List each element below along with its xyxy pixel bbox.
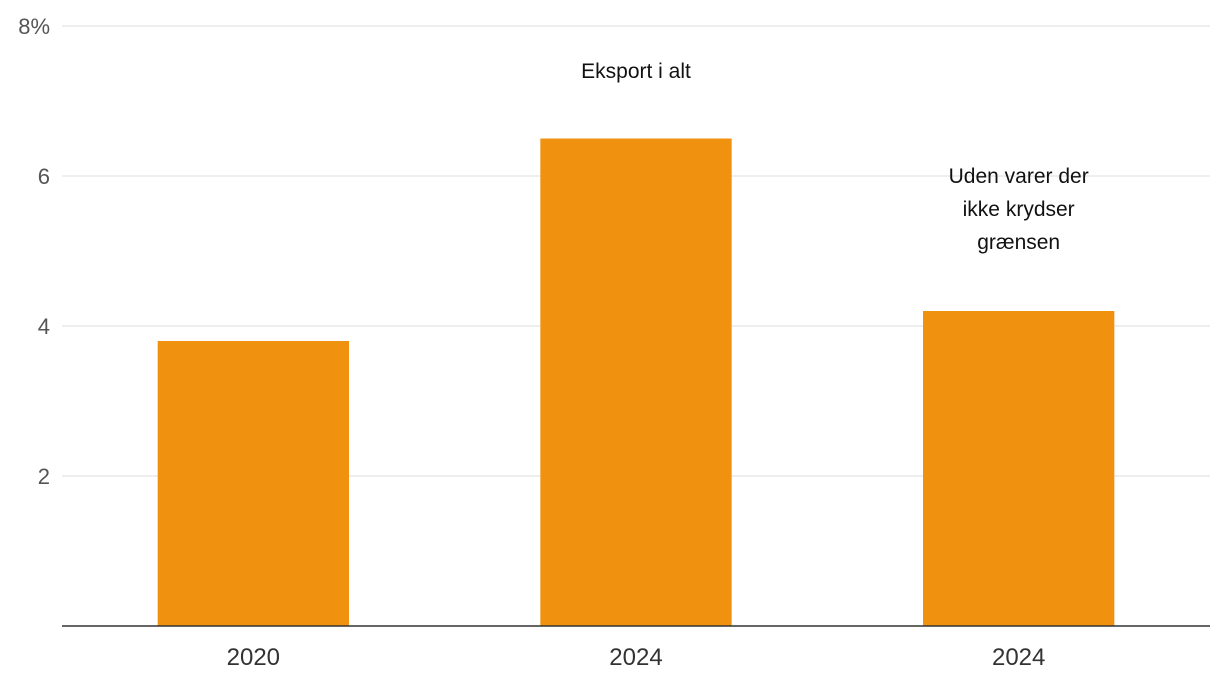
- annotation-text: ikke krydser: [963, 198, 1075, 221]
- x-axis-ticks: 2020 2024 2024: [227, 644, 1046, 671]
- annotations: Eksport i alt Uden varer der ikke krydser g…: [581, 60, 1089, 254]
- bar: [923, 311, 1115, 626]
- y-axis-ticks: 2 4 6 8%: [18, 14, 50, 489]
- y-tick-label: 2: [38, 464, 50, 489]
- bar: [540, 138, 732, 626]
- bars: [157, 138, 1115, 626]
- x-tick-label: 2024: [609, 644, 662, 671]
- annotation-text: Eksport i alt: [581, 60, 691, 83]
- x-tick-label: 2024: [992, 644, 1045, 671]
- y-tick-label: 6: [38, 164, 50, 189]
- x-tick-label: 2020: [227, 644, 280, 671]
- annotation-text: grænsen: [977, 231, 1060, 254]
- y-tick-label: 8%: [18, 14, 50, 39]
- bar: [157, 341, 349, 626]
- annotation-text: Uden varer der: [949, 165, 1089, 188]
- y-tick-label: 4: [38, 314, 50, 339]
